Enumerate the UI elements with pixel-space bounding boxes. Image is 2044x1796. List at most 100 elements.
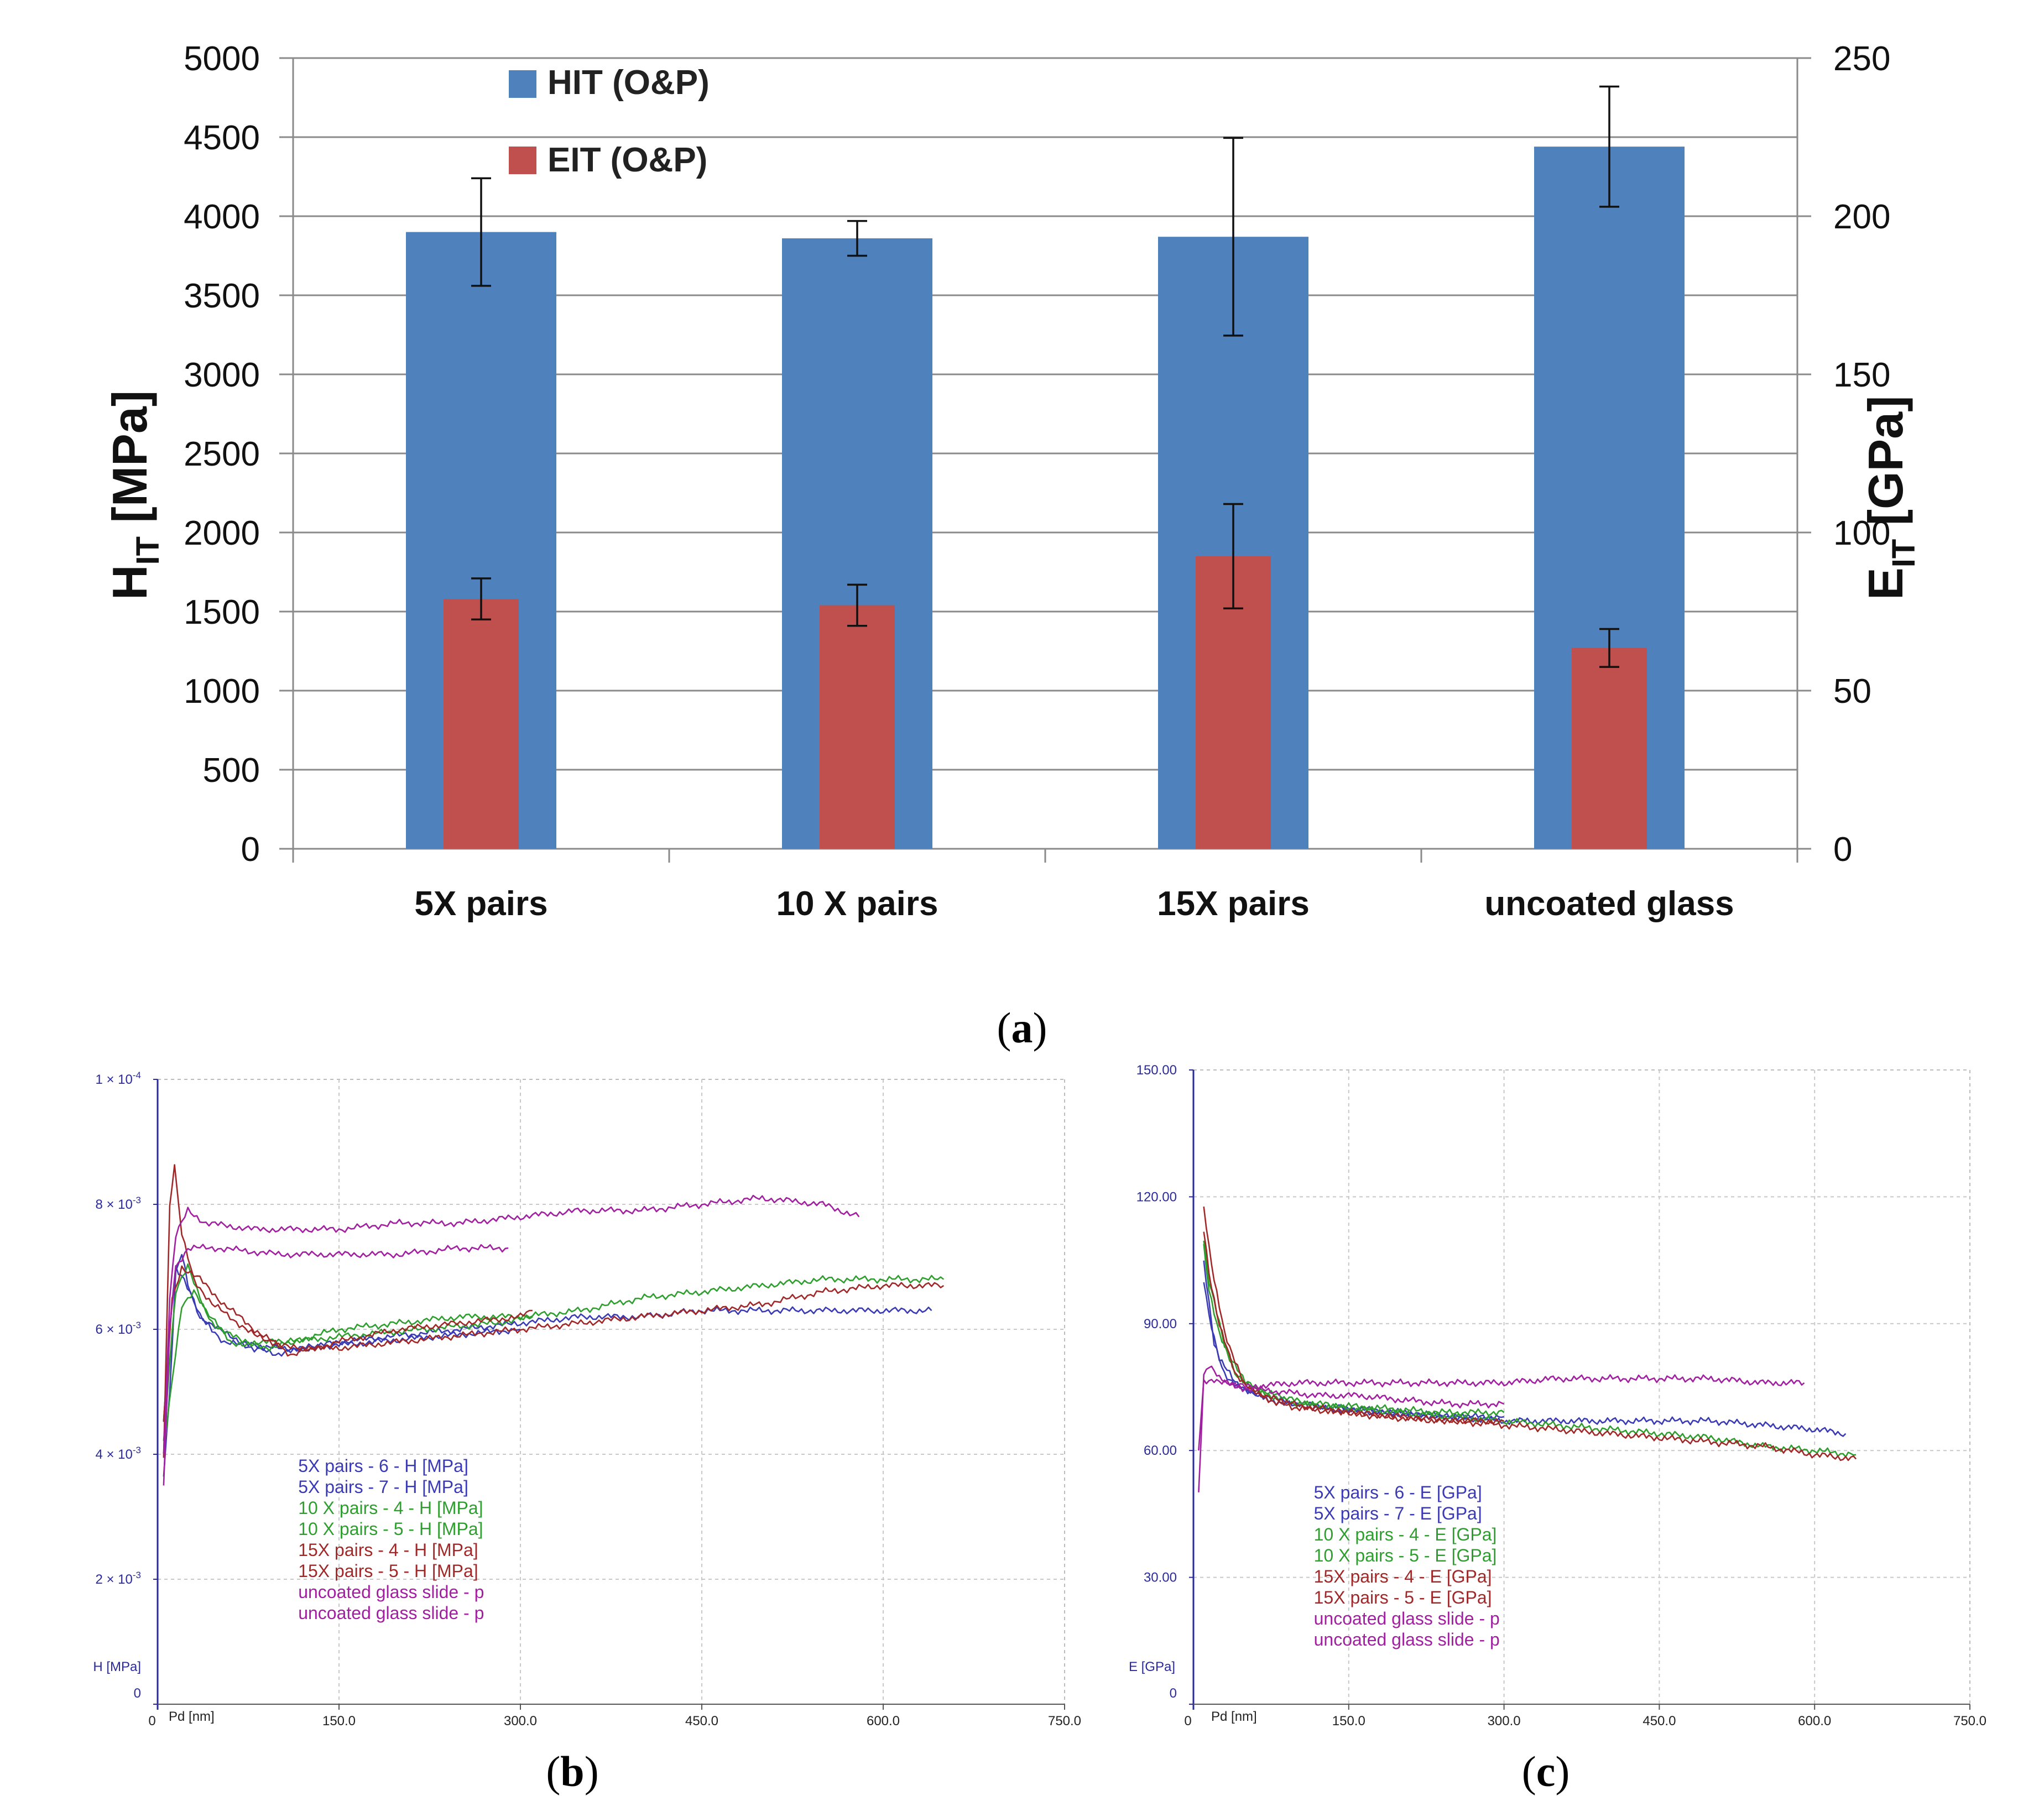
c-legend-entry: 15X pairs - 5 - E [GPa] (1314, 1588, 1492, 1607)
c-y-tick-labels: 0 30.00 60.00 90.00 120.00 150.00 (1136, 1063, 1177, 1701)
c-x-tick-label: 300.0 (1488, 1714, 1521, 1729)
b-y-tick-exponent: -3 (133, 1570, 141, 1580)
a-right-tick-label: 150 (1833, 356, 1890, 394)
a-left-tick-label: 1000 (184, 672, 260, 711)
b-legend-entry: uncoated glass slide - p (298, 1603, 484, 1623)
a-right-tick-label: 0 (1833, 831, 1852, 869)
panel-letter-a: a (1011, 1004, 1033, 1052)
a-legend: HIT (O&P) EIT (O&P) (509, 64, 710, 179)
b-legend-entry: 15X pairs - 5 - H [MPa] (298, 1561, 478, 1581)
b-series-line-5x-pairs-6-h-mpa-0 (163, 1254, 932, 1477)
b-y-tick-label: 4 × 10-3 (95, 1445, 141, 1462)
bar-eit-10-x-pairs (820, 605, 895, 849)
b-y-tick-base: 6 × 10 (95, 1322, 132, 1337)
b-y-tick-exponent: -4 (133, 1070, 141, 1080)
a-y2label-unit: [GPa] (1858, 396, 1913, 539)
a-right-tick-labels: 0 50 100 150 200 250 (1833, 40, 1890, 869)
a-left-tick-label: 1500 (184, 593, 260, 631)
c-y-axis-label: E [GPa] (1129, 1659, 1175, 1674)
legend-label-hit: HIT (O&P) (548, 64, 710, 102)
a-left-tick-label: 0 (241, 831, 260, 869)
b-y-tick-label: 0 (134, 1686, 141, 1701)
c-legend-entry: 10 X pairs - 4 - E [GPa] (1314, 1524, 1497, 1544)
b-series-lines (163, 1164, 945, 1486)
c-x-tick-labels: 0 150.0 300.0 450.0 600.0 750.0 (1184, 1714, 1986, 1729)
panel-label-c: (c) (1522, 1747, 1570, 1795)
b-series-line-10-x-pairs-5-h-mpa-3 (163, 1289, 533, 1454)
c-series-line-5x-pairs-7-e-gpa-1 (1203, 1282, 1504, 1421)
a-right-tick-label: 100 (1833, 514, 1890, 552)
b-legend-entry: 5X pairs - 7 - H [MPa] (298, 1477, 468, 1497)
legend-swatch-hit (509, 70, 536, 98)
b-legend: 5X pairs - 6 - H [MPa]5X pairs - 7 - H [… (298, 1456, 484, 1623)
b-x-tick-labels: 0 150.0 300.0 450.0 600.0 750.0 (148, 1714, 1081, 1729)
b-gridlines (158, 1079, 1065, 1704)
panel-label-b: (b) (546, 1747, 598, 1795)
b-x-tick-label: 450.0 (685, 1714, 718, 1729)
c-x-tick-label: 450.0 (1642, 1714, 1676, 1729)
c-x-axis-label: Pd [nm] (1211, 1709, 1257, 1724)
c-x-tick-label: 750.0 (1953, 1714, 1986, 1729)
b-x-tick-label: 150.0 (322, 1714, 356, 1729)
b-axes (153, 1079, 1065, 1710)
c-x-tick-label: 600.0 (1798, 1714, 1831, 1729)
b-x-axis-label: Pd [nm] (169, 1709, 215, 1724)
a-left-tick-label: 500 (203, 751, 260, 790)
c-y-tick-label: 60.00 (1144, 1443, 1177, 1458)
a-left-tick-label: 3500 (184, 277, 260, 315)
a-ylabel-main: H (102, 565, 157, 600)
panel-b-line-chart: 02 × 10-34 × 10-36 × 10-38 × 10-31 × 10-… (93, 1070, 1081, 1795)
a-error-bars (471, 85, 1619, 668)
a-left-tick-labels: 0 500 1000 1500 2000 2500 3000 3500 4000 4500 5000 (184, 40, 260, 869)
b-y-tick-label: 6 × 10-3 (95, 1320, 141, 1337)
c-legend-entry: uncoated glass slide - p (1314, 1630, 1500, 1649)
c-legend: 5X pairs - 6 - E [GPa]5X pairs - 7 - E [… (1314, 1482, 1500, 1649)
b-legend-entry: 10 X pairs - 4 - H [MPa] (298, 1498, 483, 1518)
a-category-label-10-x-pairs: 10 X pairs (776, 885, 938, 923)
c-series-line-10-x-pairs-4-e-gpa-2 (1203, 1240, 1857, 1458)
b-y-tick-exponent: -3 (133, 1320, 141, 1330)
c-y-tick-label: 30.00 (1144, 1570, 1177, 1585)
c-axes (1189, 1069, 1970, 1710)
c-series-lines (1198, 1206, 1857, 1492)
c-x-tick-label: 150.0 (1332, 1714, 1365, 1729)
a-right-tick-label: 50 (1833, 672, 1871, 711)
bar-eit-5x-pairs (444, 599, 519, 849)
panel-label-a: (a) (997, 1004, 1047, 1052)
b-legend-entry: 10 X pairs - 5 - H [MPa] (298, 1519, 483, 1539)
a-right-axis-label: EIT [GPa] (1858, 396, 1922, 600)
a-y2label-sub: IT (1886, 539, 1922, 568)
panel-letter-c: c (1536, 1747, 1556, 1795)
b-y-tick-exponent: -3 (133, 1195, 141, 1205)
b-series-line-15x-pairs-4-h-mpa-4 (163, 1164, 945, 1458)
b-x-tick-label: 600.0 (867, 1714, 900, 1729)
a-y2label-main: E (1858, 567, 1913, 600)
c-series-line-uncoated-glass-slide-p-7 (1198, 1379, 1505, 1451)
a-category-label-5x-pairs: 5X pairs (414, 885, 548, 923)
b-y-tick-label: 8 × 10-3 (95, 1195, 141, 1212)
panel-a-bar-chart: 0500100015002000250030003500400045005000… (102, 40, 1922, 1052)
a-category-label-15x-pairs: 15X pairs (1157, 885, 1310, 923)
panel-letter-b: b (560, 1747, 584, 1795)
a-ylabel-sub: IT (130, 536, 166, 565)
b-y-tick-base: 1 × 10 (95, 1072, 132, 1087)
c-series-line-uncoated-glass-slide-p-6 (1198, 1365, 1805, 1492)
b-x-tick-label: 300.0 (504, 1714, 537, 1729)
a-category-label-uncoated-glass: uncoated glass (1484, 885, 1734, 923)
b-y-tick-exponent: -3 (133, 1445, 141, 1455)
b-legend-entry: 15X pairs - 4 - H [MPa] (298, 1540, 478, 1560)
b-y-tick-base: 2 × 10 (95, 1572, 132, 1587)
c-legend-entry: 10 X pairs - 5 - E [GPa] (1314, 1546, 1497, 1565)
c-legend-entry: 5X pairs - 7 - E [GPa] (1314, 1503, 1482, 1523)
a-left-tick-label: 4000 (184, 198, 260, 236)
a-right-tick-label: 250 (1833, 40, 1890, 78)
b-y-axis-label: H [MPa] (93, 1659, 141, 1674)
b-series-line-10-x-pairs-4-h-mpa-2 (163, 1263, 945, 1441)
a-left-axis-label: HIT [MPa] (102, 390, 166, 600)
b-series-line-5x-pairs-7-h-mpa-1 (163, 1265, 521, 1422)
a-left-tick-label: 5000 (184, 40, 260, 78)
b-x-tick-label: 750.0 (1048, 1714, 1081, 1729)
a-left-tick-label: 2500 (184, 435, 260, 473)
b-legend-entry: 5X pairs - 6 - H [MPa] (298, 1456, 468, 1476)
